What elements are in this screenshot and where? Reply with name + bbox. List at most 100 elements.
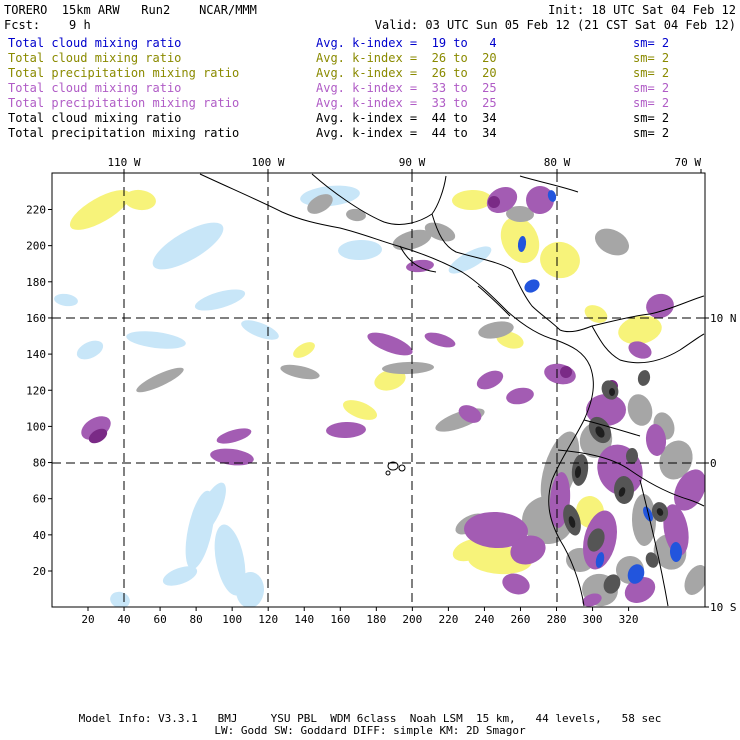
blue-cloud-area (547, 190, 557, 202)
cloud-field-layer (54, 185, 705, 607)
purple-cloud-area (216, 428, 252, 444)
yellow-cloud-area (374, 369, 406, 391)
black-cloud-area (568, 516, 576, 528)
dark-purple-cloud-area (88, 428, 108, 444)
dark-gray-cloud-area (625, 448, 639, 464)
gray-cloud-area (540, 431, 580, 509)
x-grid-tick-label: 320 (619, 613, 639, 626)
gray-cloud-area (280, 364, 320, 380)
legend-kindex-label: Avg. k-index = 44 to 34 (316, 111, 497, 125)
gray-cloud-area (659, 440, 693, 480)
physics-info: LW: Godd SW: Goddard DIFF: simple KM: 2D… (214, 724, 526, 737)
dark-gray-cloud-area (603, 574, 621, 594)
dark-gray-cloud-area (645, 552, 659, 568)
purple-cloud-area (464, 511, 528, 549)
x-grid-tick-label: 160 (330, 613, 350, 626)
init-time: Init: 18 UTC Sat 04 Feb 12 (548, 3, 736, 17)
black-cloud-area (574, 466, 582, 478)
light-blue-cloud-area (241, 320, 279, 340)
purple-cloud-area (663, 504, 689, 556)
legend-kindex-label: Avg. k-index = 26 to 20 (316, 51, 497, 65)
gray-cloud-area (627, 394, 653, 426)
gray-cloud-area (424, 222, 456, 242)
longitude-label: 100 W (251, 156, 284, 169)
x-grid-tick-label: 180 (366, 613, 386, 626)
legend-field-label: Total cloud mixing ratio (8, 51, 182, 65)
x-grid-tick-label: 100 (222, 613, 242, 626)
x-grid-tick-label: 280 (547, 613, 567, 626)
blue-cloud-area (524, 279, 540, 293)
longitude-label: 110 W (107, 156, 140, 169)
x-grid-tick-label: 120 (258, 613, 278, 626)
gray-cloud-area (506, 205, 534, 223)
legend-kindex-label: Avg. k-index = 44 to 34 (316, 126, 497, 140)
longitude-label: 80 W (544, 156, 571, 169)
legend-field-label: Total precipitation mixing ratio (8, 96, 240, 110)
x-grid-tick-label: 140 (294, 613, 314, 626)
dark-purple-cloud-area (560, 366, 572, 378)
black-cloud-area (656, 508, 664, 516)
yellow-cloud-area (540, 241, 580, 279)
dark-gray-cloud-area (637, 370, 651, 386)
legend-field-label: Total precipitation mixing ratio (8, 126, 240, 140)
purple-cloud-area (476, 370, 504, 390)
yellow-cloud-area (618, 315, 662, 345)
black-cloud-area (608, 388, 616, 396)
x-grid-tick-label: 80 (189, 613, 202, 626)
light-blue-cloud-area (76, 340, 104, 360)
purple-cloud-area (645, 424, 667, 456)
gray-cloud-area (382, 361, 434, 375)
legend-sm-label: sm= 2 (633, 96, 670, 110)
legend-sm-label: sm= 2 (633, 111, 670, 125)
run-title: TORERO 15km ARW Run2 NCAR/MMM (4, 3, 257, 17)
purple-cloud-area (326, 421, 366, 439)
latitude-label: 10 S (710, 601, 737, 614)
legend-field-label: Total cloud mixing ratio (8, 111, 182, 125)
legend-sm-label: sm= 2 (633, 36, 670, 50)
valid-time: Valid: 03 UTC Sun 05 Feb 12 (21 CST Sat … (374, 18, 736, 32)
y-grid-tick-label: 100 (26, 420, 46, 433)
gray-cloud-area (346, 208, 366, 222)
y-grid-tick-label: 60 (33, 493, 46, 506)
light-blue-cloud-area (54, 293, 78, 307)
legend-kindex-label: Avg. k-index = 19 to 4 (316, 36, 497, 50)
purple-cloud-area (582, 593, 602, 607)
purple-cloud-area (646, 293, 674, 319)
y-grid-tick-label: 140 (26, 348, 46, 361)
legend-kindex-label: Avg. k-index = 33 to 25 (316, 96, 497, 110)
legend-field-label: Total cloud mixing ratio (8, 36, 182, 50)
x-grid-tick-label: 240 (475, 613, 495, 626)
purple-cloud-area (674, 469, 705, 511)
x-grid-tick-label: 20 (81, 613, 94, 626)
light-blue-cloud-area (194, 289, 246, 311)
light-blue-cloud-area (214, 524, 246, 596)
gray-cloud-area (392, 229, 432, 251)
y-grid-tick-label: 180 (26, 276, 46, 289)
blue-cloud-area (669, 542, 683, 562)
gray-cloud-area (631, 494, 657, 546)
light-blue-cloud-area (448, 246, 492, 274)
y-grid-tick-label: 40 (33, 529, 46, 542)
blue-cloud-area (517, 236, 527, 252)
yellow-cloud-area (452, 189, 492, 211)
legend-sm-label: sm= 2 (633, 81, 670, 95)
purple-cloud-area (502, 573, 530, 595)
purple-cloud-area (506, 387, 534, 405)
x-grid-tick-label: 60 (153, 613, 166, 626)
yellow-cloud-area (342, 400, 378, 420)
dark-gray-cloud-area (587, 528, 605, 552)
purple-cloud-area (458, 405, 482, 423)
longitude-label: 70 W (675, 156, 702, 169)
x-grid-tick-label: 200 (402, 613, 422, 626)
model-info: Model Info: V3.3.1 BMJ YSU PBL WDM 6clas… (78, 712, 662, 725)
purple-cloud-area (424, 332, 456, 348)
purple-cloud-area (367, 332, 413, 356)
y-grid-tick-label: 200 (26, 240, 46, 253)
purple-cloud-area (544, 363, 576, 385)
purple-cloud-area (526, 186, 554, 214)
y-grid-tick-label: 120 (26, 384, 46, 397)
legend-kindex-label: Avg. k-index = 26 to 20 (316, 66, 497, 80)
x-grid-tick-label: 40 (117, 613, 130, 626)
yellow-cloud-area (293, 342, 315, 358)
x-grid-tick-label: 220 (438, 613, 458, 626)
